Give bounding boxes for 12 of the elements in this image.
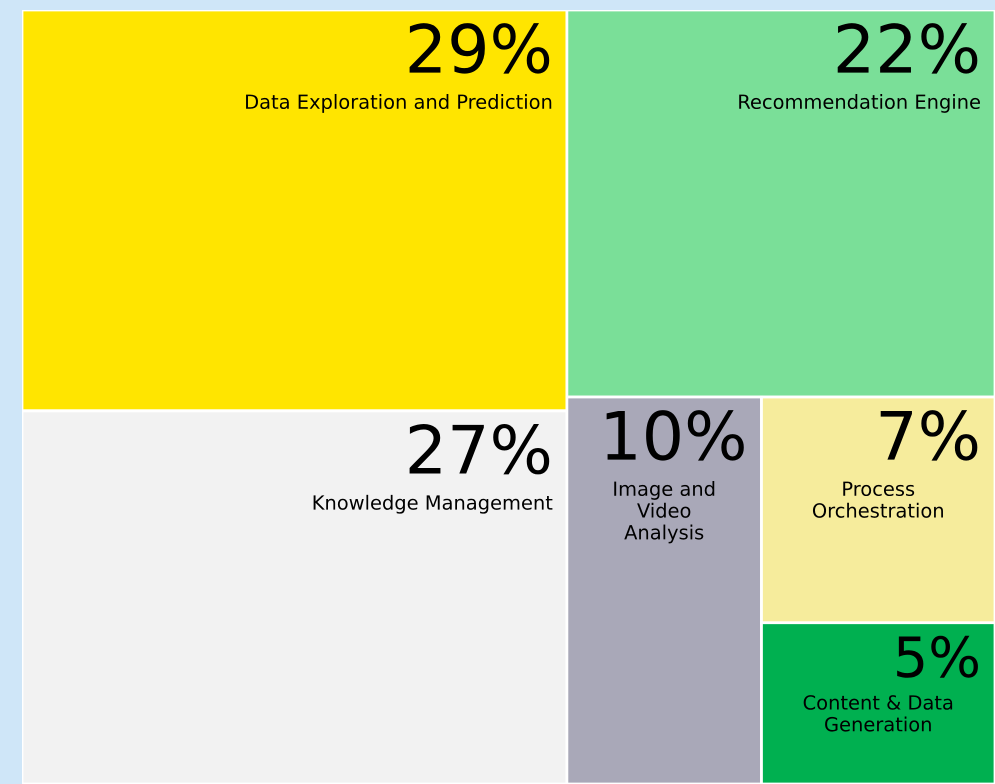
category-label: Content & Data Generation [804,695,952,732]
category-label: Knowledge Management [314,494,552,514]
category-label: Process Orchestration [812,482,943,518]
category-label: Image and Video Analysis [614,481,714,544]
category-label: Recommendation Engine [739,94,980,113]
data-label: 5% [897,636,978,678]
category-label: Data Exploration and Prediction [246,94,552,113]
data-label: 22% [838,23,978,74]
data-label: 27% [410,424,550,474]
data-label: 7% [880,410,978,461]
data-label: 29% [410,23,550,74]
data-label: 10% [606,410,744,461]
